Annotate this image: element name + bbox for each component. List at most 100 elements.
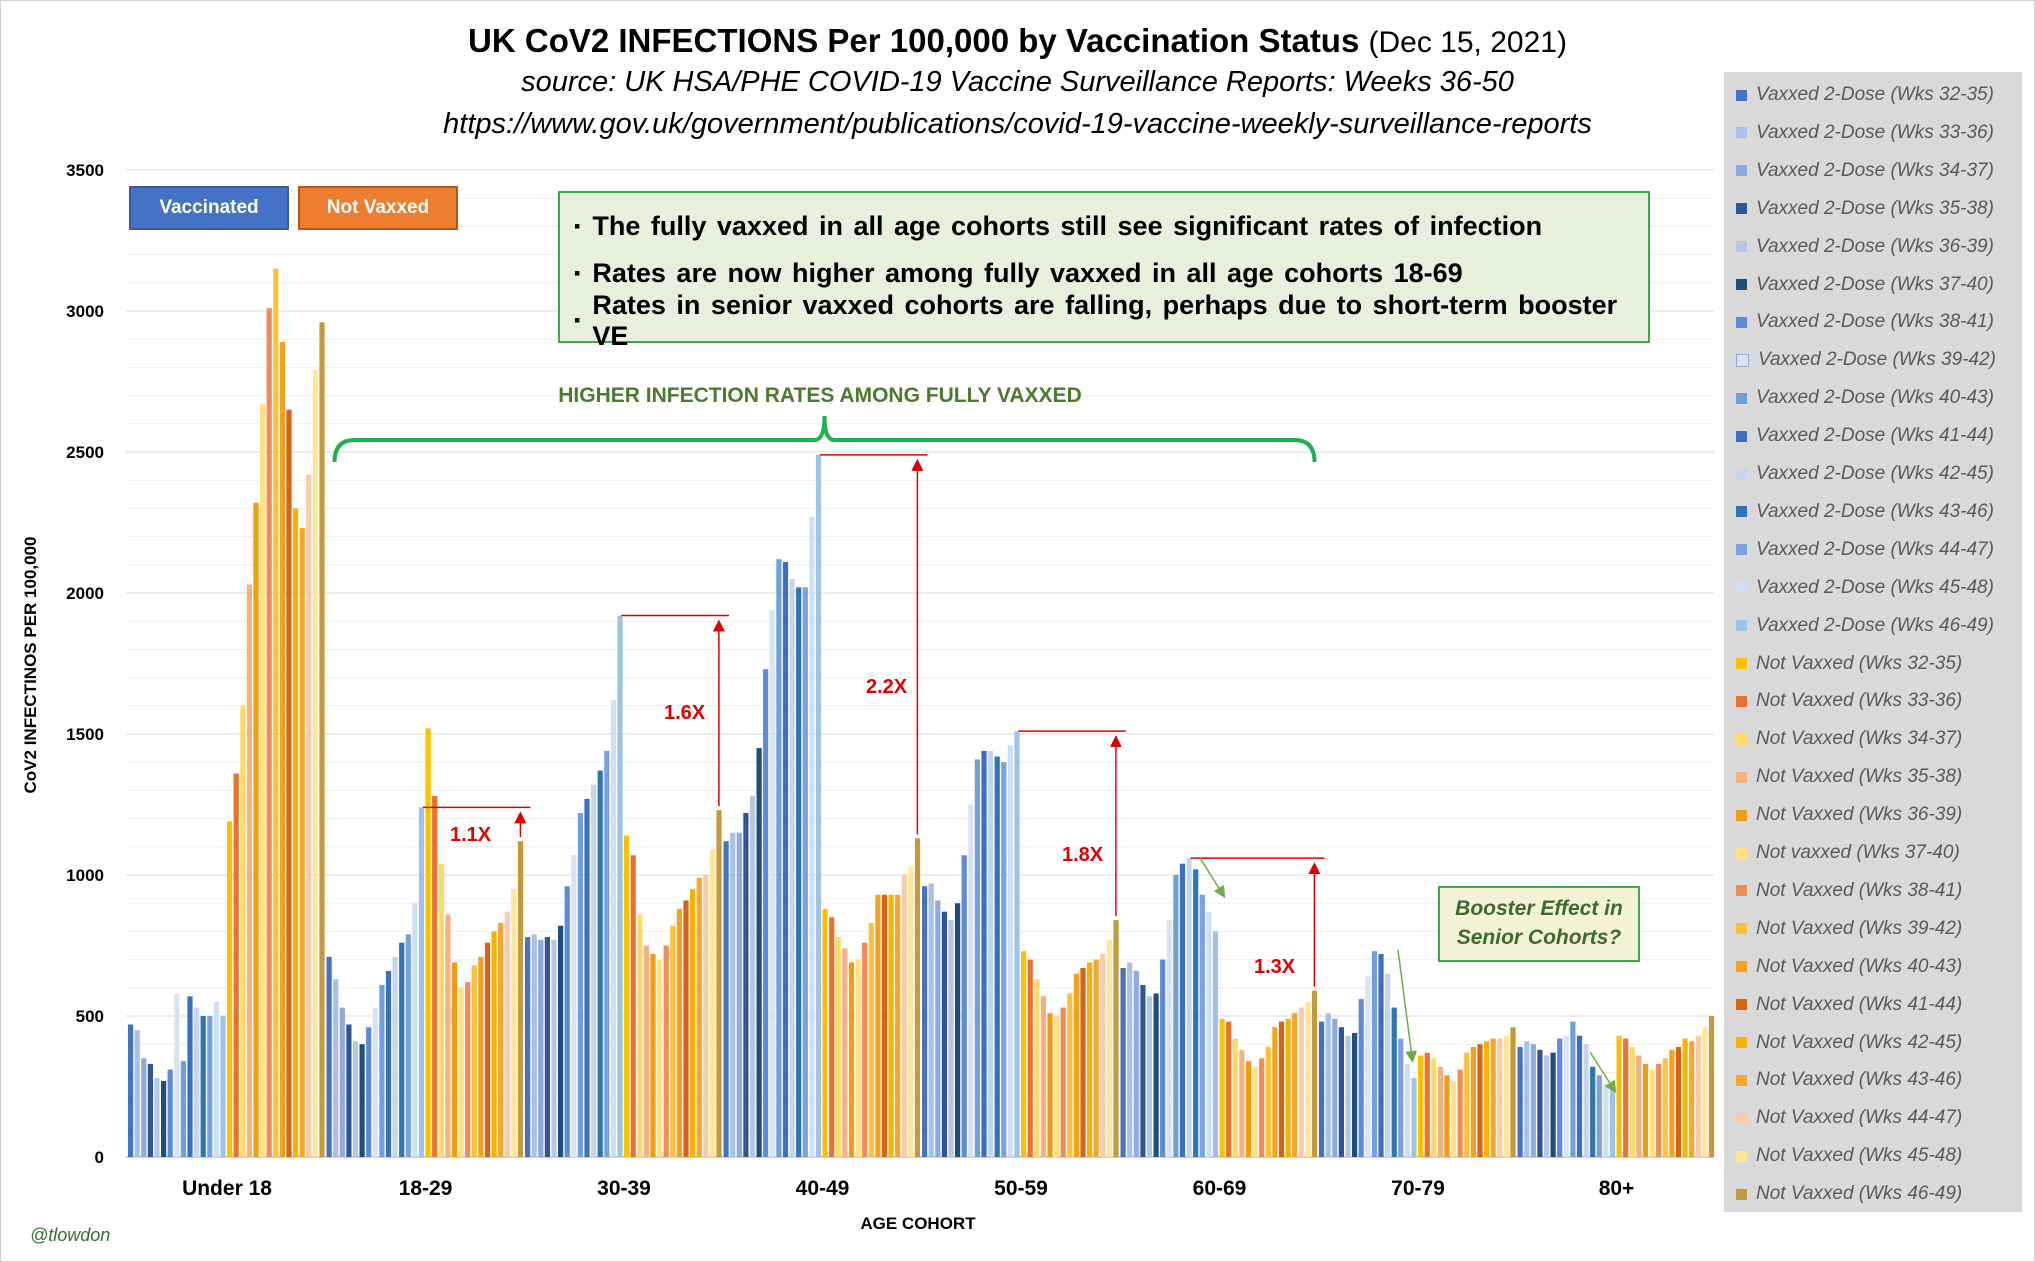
bar	[1259, 1058, 1265, 1157]
legend-label: Vaxxed 2-Dose (Wks 43-46)	[1756, 500, 1994, 522]
bar	[730, 832, 736, 1157]
legend-item: Not Vaxxed (Wks 33-36)	[1736, 686, 1962, 716]
bar	[1662, 1058, 1668, 1157]
legend-label: Vaxxed 2-Dose (Wks 33-36)	[1756, 121, 1994, 143]
source-url: https://www.gov.uk/government/publicatio…	[443, 108, 1592, 140]
bar	[881, 894, 888, 1157]
legend-swatch	[1736, 1074, 1747, 1086]
bar	[643, 945, 649, 1157]
legend-label: Not Vaxxed (Wks 43-46)	[1756, 1069, 1963, 1091]
finding-note: ▪ Rates are now higher among fully vaxxed…	[574, 250, 1634, 297]
bar	[577, 812, 583, 1157]
bar	[286, 409, 292, 1157]
key-findings-box: ▪ The fully vaxxed in all age cohorts sti…	[558, 191, 1650, 351]
booster-effect-note: Booster Effect in Senior Cohorts?	[1438, 886, 1640, 962]
bar	[1583, 1044, 1589, 1157]
legend-item: Vaxxed 2-Dose (Wks 32-35)	[1736, 80, 1994, 110]
bar	[848, 962, 855, 1157]
bar	[571, 855, 577, 1157]
legend-item: Vaxxed 2-Dose (Wks 36-39)	[1736, 232, 1994, 262]
bar	[703, 875, 709, 1157]
bar	[948, 920, 954, 1157]
bar	[253, 502, 259, 1157]
bar	[723, 841, 729, 1157]
legend-item: Vaxxed 2-Dose (Wks 43-46)	[1736, 497, 1994, 527]
bar	[1656, 1063, 1662, 1157]
legend-label: Not Vaxxed (Wks 44-47)	[1756, 1107, 1963, 1129]
bar	[1173, 875, 1179, 1157]
bar	[1034, 979, 1040, 1157]
bar	[1431, 1058, 1437, 1157]
bar	[319, 322, 325, 1157]
legend-item: Vaxxed 2-Dose (Wks 39-42)	[1736, 345, 1996, 375]
legend-label: Vaxxed 2-Dose (Wks 45-48)	[1756, 576, 1994, 598]
bars: Under 18 18-29 30-39 40-49 50-59 60-69 70-79 80…	[128, 268, 1715, 1200]
bar	[888, 894, 894, 1157]
bar	[366, 1027, 372, 1157]
legend-swatch	[1736, 847, 1747, 859]
bar	[1457, 1069, 1463, 1157]
bar	[809, 516, 815, 1157]
y-tick-label: 3500	[66, 161, 104, 180]
legend-item: Vaxxed 2-Dose (Wks 33-36)	[1736, 118, 1994, 148]
legend-swatch	[1736, 1188, 1747, 1200]
bar	[1285, 1018, 1291, 1157]
bar	[749, 796, 756, 1157]
bar	[955, 903, 961, 1157]
bar	[1193, 869, 1199, 1157]
legend-label: Vaxxed 2-Dose (Wks 39-42)	[1758, 349, 1996, 371]
x-tick-label: 30-39	[597, 1177, 651, 1200]
bar	[346, 1024, 352, 1157]
legend-swatch	[1736, 658, 1747, 669]
legend-item: Vaxxed 2-Dose (Wks 44-47)	[1736, 535, 1994, 565]
booster-note-line: Booster Effect in	[1455, 897, 1623, 920]
bar	[1464, 1052, 1470, 1157]
bar	[339, 1007, 345, 1157]
bar	[782, 561, 789, 1157]
bar	[1352, 1032, 1358, 1157]
bar	[1054, 1016, 1060, 1157]
legend-swatch	[1736, 695, 1747, 707]
bar	[1027, 959, 1033, 1157]
booster-arrow	[1397, 949, 1418, 1063]
bar	[273, 268, 279, 1157]
booster-arrow	[1589, 1051, 1617, 1094]
bar	[1298, 1007, 1304, 1157]
bar	[1365, 976, 1371, 1157]
bar	[187, 996, 193, 1157]
bar	[922, 886, 928, 1157]
legend-label: Not Vaxxed (Wks 32-35)	[1756, 652, 1963, 674]
bar	[591, 784, 597, 1157]
bar	[776, 559, 782, 1157]
bullet-icon: ▪	[574, 263, 581, 283]
finding-text: Rates in senior vaxxed cohorts are falli…	[592, 289, 1618, 351]
bar	[266, 308, 272, 1157]
bar	[1319, 1021, 1325, 1157]
bar	[1689, 1041, 1695, 1157]
bar	[855, 959, 861, 1157]
bar	[670, 925, 676, 1157]
legend-swatch	[1736, 620, 1747, 632]
legend-item: Not Vaxxed (Wks 40-43)	[1736, 952, 1962, 982]
y-tick-label: 2500	[66, 443, 104, 462]
legend-label: Vaxxed 2-Dose (Wks 41-44)	[1756, 425, 1994, 447]
bar	[914, 838, 921, 1157]
bar	[1470, 1047, 1476, 1157]
legend-label: Not Vaxxed (Wks 33-36)	[1756, 690, 1963, 712]
bar	[1623, 1038, 1629, 1157]
bar	[1385, 973, 1391, 1157]
legend-label: Not Vaxxed (Wks 35-38)	[1756, 766, 1963, 788]
chart-subtitle: source: UK HSA/PHE COVID-19 Vaccine Surv…	[521, 66, 1514, 98]
bar	[511, 889, 517, 1157]
bar	[333, 979, 339, 1157]
legend-item: Not Vaxxed (Wks 39-42)	[1736, 914, 1962, 944]
legend-swatch	[1736, 999, 1747, 1011]
bar	[1411, 1078, 1417, 1157]
y-tick-label: 3000	[66, 302, 104, 321]
bar	[491, 931, 497, 1157]
bar	[842, 948, 848, 1157]
bar	[538, 939, 544, 1157]
y-tick-label: 1000	[66, 866, 104, 885]
legend-label: Vaxxed 2-Dose (Wks 32-35)	[1756, 84, 1994, 105]
bar	[1087, 962, 1093, 1157]
